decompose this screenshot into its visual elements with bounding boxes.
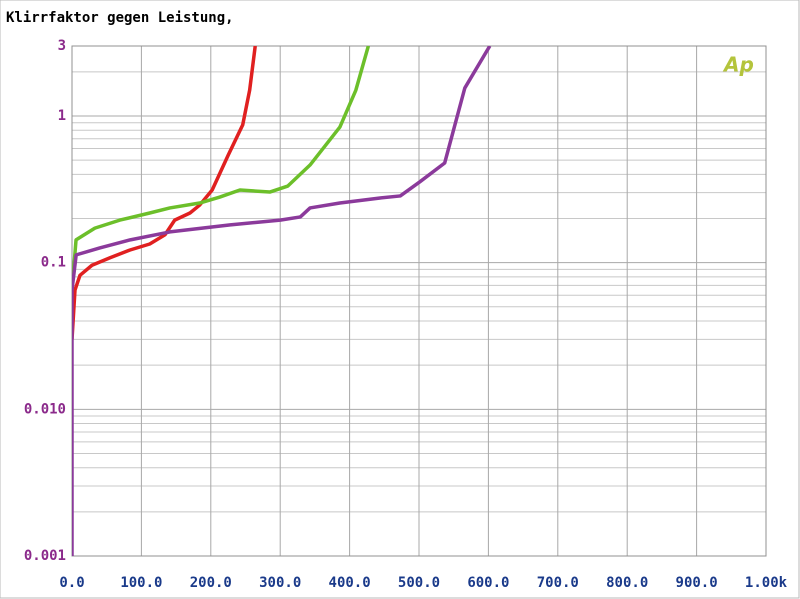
chart-title: Klirrfaktor gegen Leistung, — [6, 10, 234, 26]
x-tick-label: 600.0 — [467, 575, 509, 591]
y-tick-label: 0.010 — [24, 401, 66, 417]
y-tick-label: 0.1 — [41, 255, 66, 271]
x-tick-label: 400.0 — [329, 575, 371, 591]
x-tick-label: 1.00k — [745, 575, 788, 591]
x-tick-label: 300.0 — [259, 575, 301, 591]
y-tick-label: 3 — [58, 38, 66, 54]
logo: Ap — [722, 53, 754, 77]
x-tick-label: 0.0 — [59, 575, 84, 591]
x-tick-label: 700.0 — [537, 575, 579, 591]
plot — [72, 46, 492, 556]
x-tick-label: 900.0 — [676, 575, 718, 591]
y-tick-label: 0.001 — [24, 548, 66, 564]
x-tick-label: 500.0 — [398, 575, 440, 591]
x-tick-label: 800.0 — [606, 575, 648, 591]
data-line — [72, 46, 492, 556]
x-tick-label: 200.0 — [190, 575, 232, 591]
data-line — [72, 46, 371, 291]
y-tick-label: 1 — [58, 108, 66, 124]
x-tick-label: 100.0 — [120, 575, 162, 591]
data-line — [72, 46, 257, 340]
